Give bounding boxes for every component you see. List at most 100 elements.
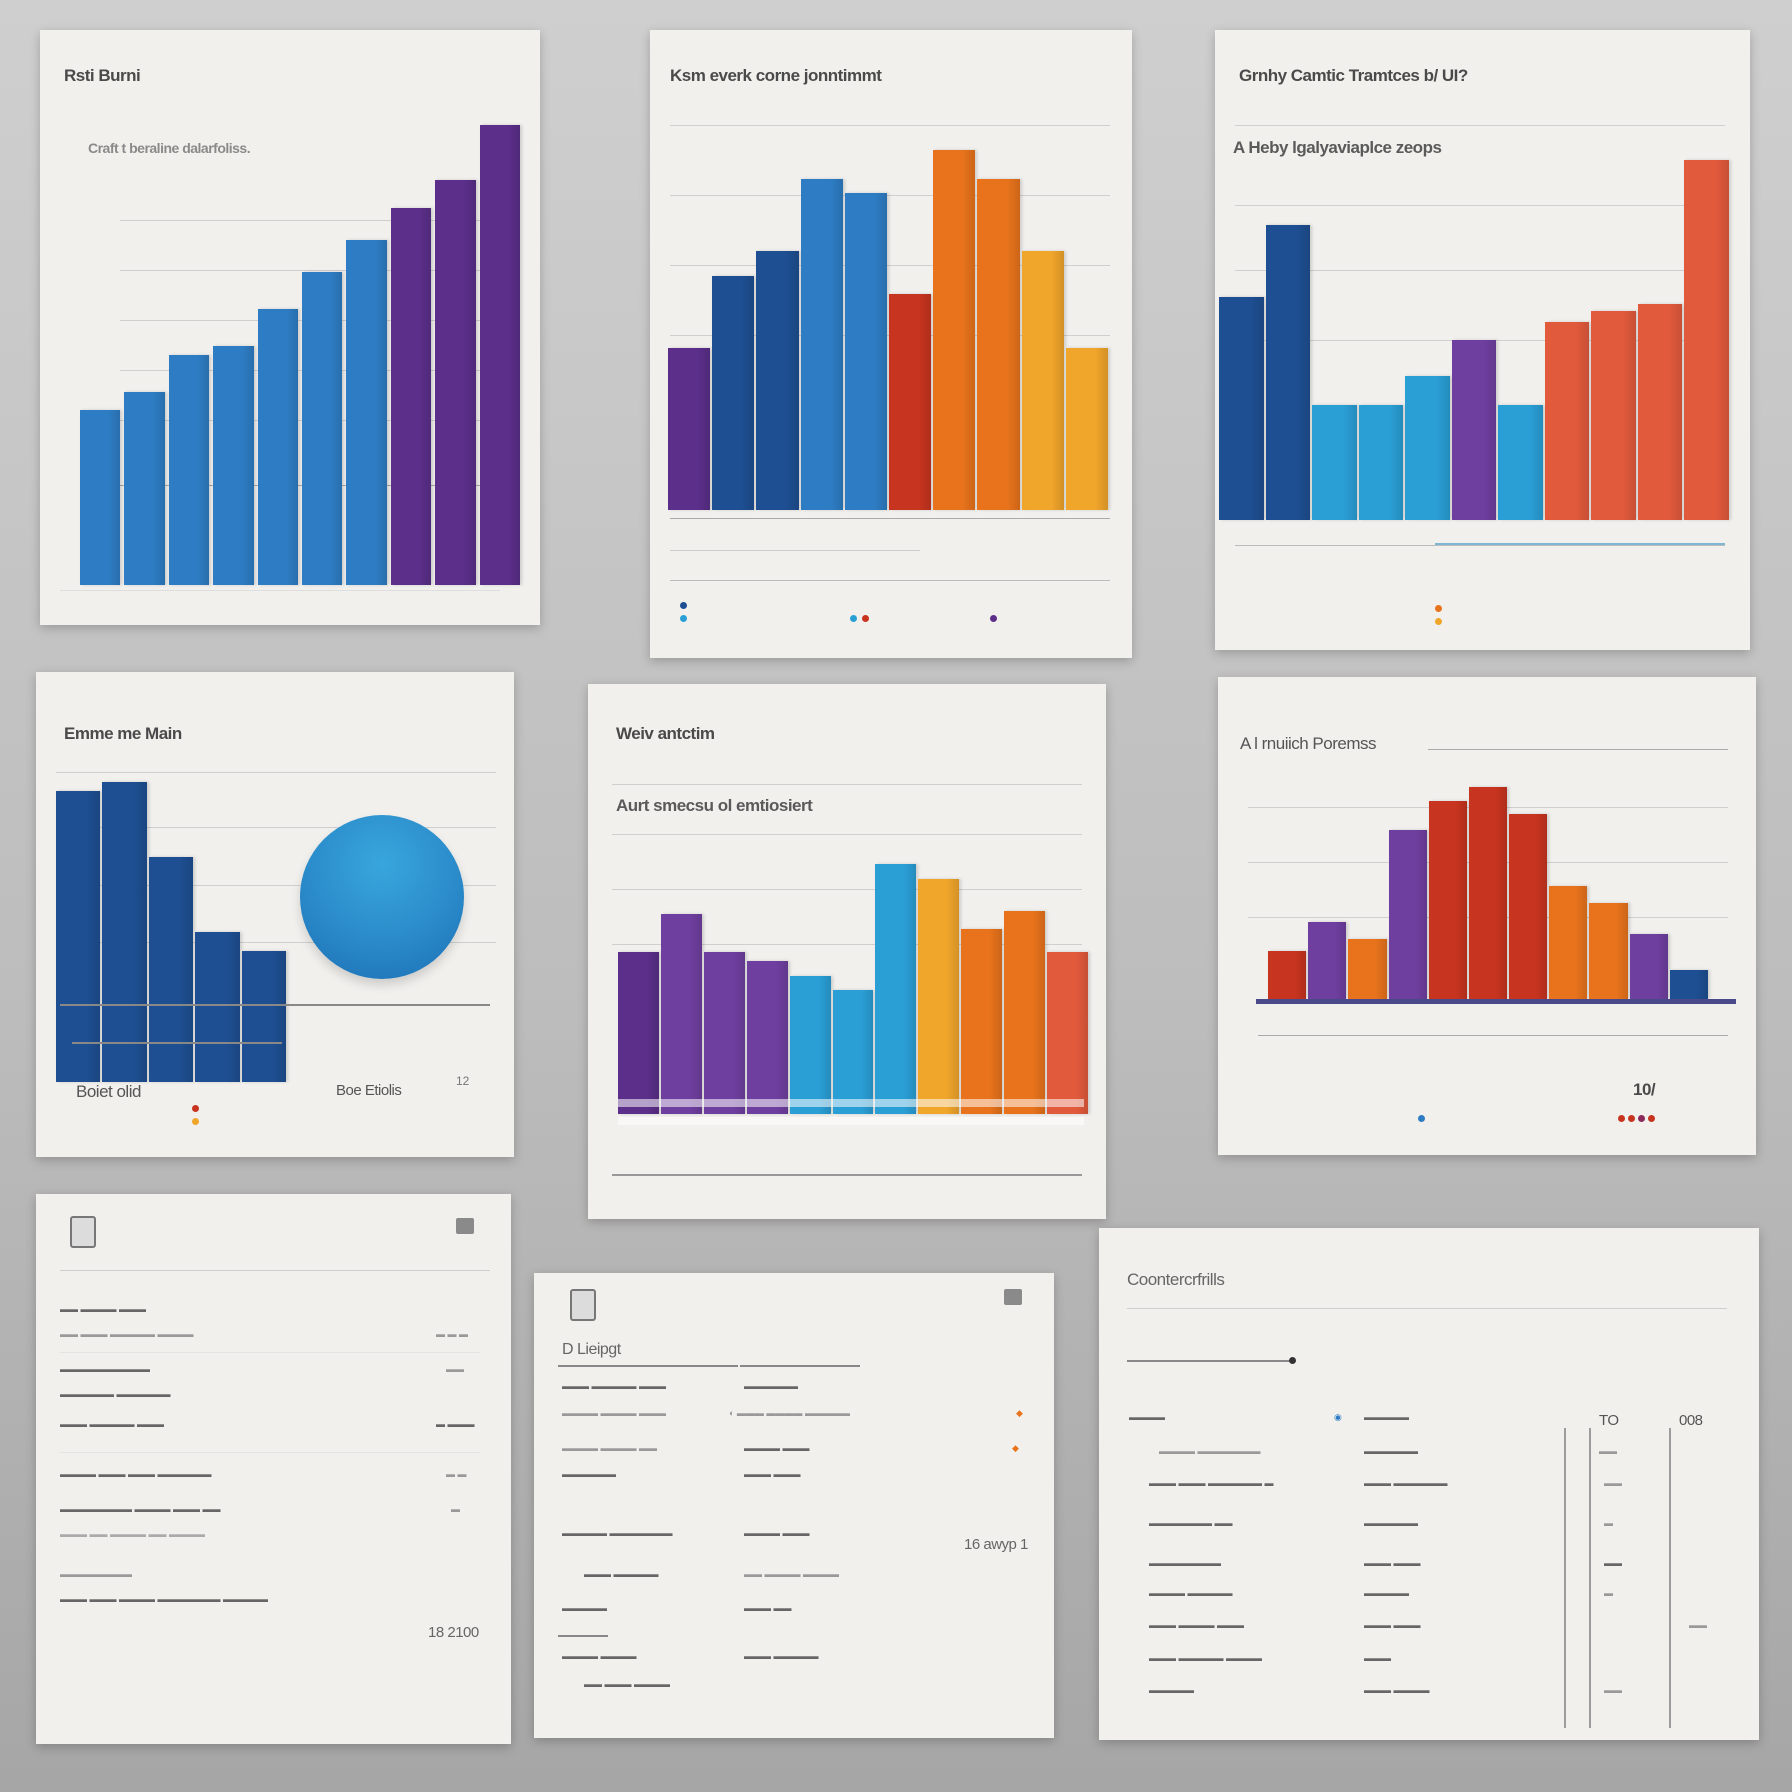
chart-bar (618, 952, 659, 1114)
doc-value: 16 awyp 1 (964, 1536, 1028, 1553)
chart-bar (1589, 902, 1628, 999)
list-item: ▬▬ ▬▬▬ ▬▬▬▬ (584, 1679, 671, 1689)
table-row: ▬▬▬▬▬▬▬ ▬▬ ▬▬▬▬▬▬ ▬ (1149, 1518, 1613, 1528)
chart-title: Emme me Main (64, 724, 182, 743)
list-item: ▬▬▬▬ ▬▬▬▬ ▬▬ ▬▬▬▬ ▬▬▬ ◆ (562, 1443, 1019, 1453)
chart-bar (789, 975, 831, 1114)
chart-bar (1312, 404, 1357, 520)
doc-value: 18 2100 (428, 1624, 479, 1641)
list-item: ▬▬▬▬▬▬▬▬ (60, 1569, 132, 1579)
list-item: ▬▬▬▬ ▬▬▬▬ ▬▬▬ ▬▬▬▬▬ (562, 1651, 819, 1661)
table-row: ▬▬▬▬ ◉ ▬▬▬▬▬ (1129, 1412, 1409, 1422)
chart-bar (1549, 885, 1588, 999)
chart-bar (1219, 296, 1264, 520)
chart-title: Rsti Burni (64, 66, 141, 85)
list-item: ▬▬▬▬ ▬▬▬▬ ▬▬▬ ◐ ▬▬▬ ▬▬▬▬ ▬▬▬▬▬ ◆ (562, 1408, 1023, 1418)
chart-bar (746, 961, 788, 1114)
chart-bar (1047, 952, 1088, 1114)
chart-bar (1004, 911, 1046, 1114)
chart-bar (1065, 348, 1108, 510)
chart-bar (302, 272, 343, 585)
chart-bar (1509, 813, 1548, 999)
column-header-1: TO (1599, 1412, 1619, 1429)
chart-bar (660, 914, 702, 1114)
chart-subtitle: Aurt smecsu ol emtiosiert (616, 796, 813, 815)
chart-bar (56, 791, 101, 1082)
chart-bar (668, 348, 711, 510)
chart-bar (1388, 830, 1427, 999)
list-item: ▬▬▬▬▬ ▬▬▬▬▬▬▬ ▬▬▬▬ ▬▬▬ (562, 1528, 810, 1538)
chart-bar (1358, 404, 1404, 520)
chart-bar (1498, 404, 1543, 520)
chart-card-4: Emme me Main Boiet olid Boe Etiolis 12 (36, 672, 514, 1157)
image-icon (456, 1218, 474, 1234)
chart-bar (918, 878, 960, 1114)
chart-bar (1268, 950, 1307, 999)
chart-bar (1265, 224, 1311, 520)
image-icon (1004, 1289, 1022, 1305)
chart-bar (168, 355, 210, 585)
list-item: ▬▬▬▬▬▬▬▬ ▬▬▬▬ ▬▬▬ ▬▬ ▬ (60, 1504, 460, 1514)
chart-bar (1468, 787, 1508, 999)
legend-right: Boe Etiolis (336, 1082, 402, 1099)
doc-title: D Lieipgt (562, 1341, 621, 1358)
chart-card-2: Ksm everk corne jonntimmt (650, 30, 1132, 658)
chart-bar (1405, 376, 1450, 520)
table-row: ▬▬▬ ▬▬▬ ▬▬▬▬▬▬ ▬ ▬▬▬ ▬▬▬▬▬▬ ▬▬ (1149, 1478, 1622, 1488)
chart-bar (756, 250, 799, 510)
doc-card-8: D Lieipgt ▬▬▬ ▬▬▬▬▬ ▬▬▬ ▬▬▬▬▬▬ ▬▬▬▬ ▬▬▬▬ … (534, 1273, 1054, 1738)
chart-bar (213, 345, 254, 585)
chart-card-3: Grnhy Camtic Tramtces b/ UI? A Heby lgal… (1215, 30, 1750, 650)
chart-subtitle: Craft t beraline dalarfoliss. (88, 140, 251, 156)
list-item: ▬▬▬▬ ▬▬▬ ▬▬▬ ▬▬▬▬▬▬ ▬ ▬ (60, 1469, 467, 1479)
chart-bar (1669, 970, 1708, 999)
chart-bar (832, 990, 874, 1114)
chart-subtitle: A Heby lgalyaviaplce zeops (1233, 138, 1442, 157)
bar-chart-1 (80, 125, 520, 585)
chart-card-5: Weiv antctim Aurt smecsu ol emtiosiert (588, 684, 1106, 1219)
chart-bar (1348, 938, 1387, 999)
chart-bar (1637, 304, 1683, 520)
list-item: ▬▬ ▬▬▬ ▬▬▬▬▬ ▬▬▬▬ ▬ ▬ ▬ (60, 1329, 469, 1339)
chart-bar (241, 950, 286, 1082)
document-icon (570, 1289, 596, 1321)
chart-bar (148, 857, 194, 1082)
bar-chart-6 (1268, 787, 1708, 999)
legend-value: 12 (456, 1074, 470, 1088)
chart-bar (875, 864, 917, 1114)
table-row: ▬▬▬ ▬▬▬▬▬ ▬▬▬▬ ▬▬▬ (1149, 1653, 1391, 1663)
chart-title: Ksm everk corne jonntimmt (670, 66, 882, 85)
chart-bar (844, 193, 887, 510)
chart-bar (1021, 250, 1064, 510)
chart-bar (390, 207, 432, 585)
bar-chart-2 (668, 150, 1108, 510)
list-item: ▬▬▬▬▬▬ ▬▬▬ ▬▬▬ (562, 1469, 801, 1479)
chart-card-6: A l rnuiich Poremss 10/ (1218, 677, 1756, 1155)
chart-bar (933, 150, 976, 510)
chart-bar (1629, 933, 1668, 999)
chart-title: A l rnuiich Poremss (1240, 734, 1377, 753)
list-item: ▬▬▬ ▬▬▬▬▬ ▬▬ ▬▬▬▬ ▬▬▬▬ (584, 1569, 840, 1579)
list-item: ▬▬▬▬▬ ▬▬▬ ▬▬ (562, 1603, 792, 1613)
chart-bar (1451, 340, 1497, 520)
table-card-9: Coontercrfrills TO 008 ▬▬▬▬ ◉ ▬▬▬▬▬ ▬▬▬▬ ▬… (1099, 1228, 1759, 1740)
chart-bar (435, 180, 476, 585)
list-item: ▬▬▬▬▬▬▬▬▬▬ ▬▬ (60, 1364, 464, 1374)
list-item: ▬▬▬ ▬▬ ▬▬▬▬ ▬▬ ▬▬▬▬ (60, 1529, 206, 1539)
list-item: ▬▬▬ ▬▬▬▬▬ ▬▬▬ ▬▬▬▬▬▬ (562, 1381, 798, 1391)
chart-bar (961, 928, 1003, 1114)
chart-value: 10/ (1633, 1080, 1656, 1099)
chart-title: Weiv antctim (616, 724, 715, 743)
chart-card-1: Rsti Burni Craft t beraline dalarfoliss. (40, 30, 540, 625)
list-item: ▬▬▬ ▬▬▬▬▬ ▬▬▬ ▬ ▬▬▬ (60, 1419, 475, 1429)
chart-bar (346, 240, 387, 585)
chart-bar (1308, 921, 1347, 999)
bar-chart-5 (618, 864, 1088, 1114)
chart-bar (195, 932, 240, 1082)
table-title: Coontercrfrills (1127, 1270, 1225, 1289)
table-row: ▬▬▬▬▬▬▬▬ ▬▬▬ ▬▬▬ ▬▬ (1149, 1558, 1622, 1568)
pie-chart (300, 815, 464, 979)
column-header-2: 008 (1679, 1412, 1703, 1429)
list-item: ▬▬ ▬▬▬▬ ▬▬▬ (60, 1304, 147, 1314)
list-item: ▬▬▬ ▬▬▬ ▬▬▬▬ ▬▬▬▬▬▬▬ ▬▬▬▬▬ (60, 1594, 269, 1604)
